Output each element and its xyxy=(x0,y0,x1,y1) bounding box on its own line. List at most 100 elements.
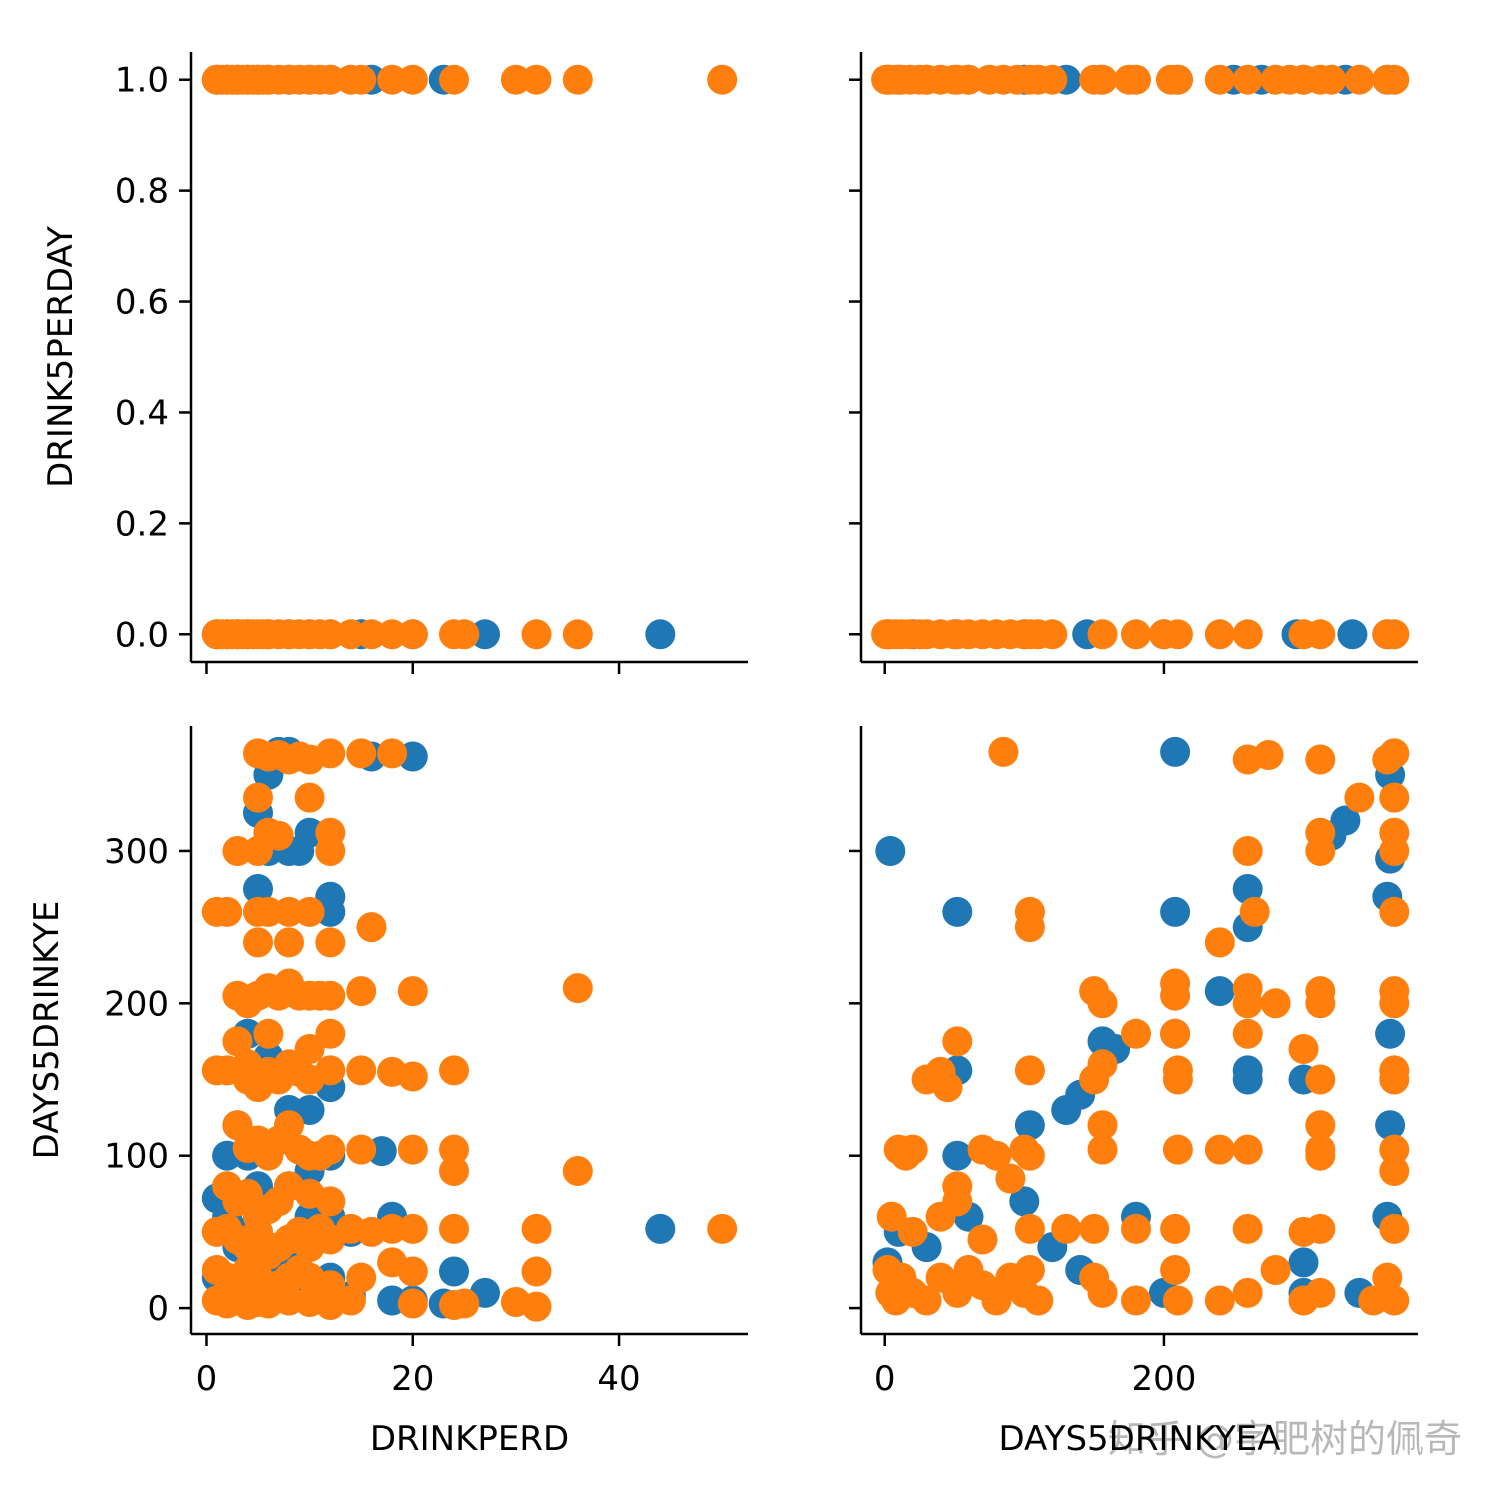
scatter-point-b xyxy=(377,738,408,769)
y-tick-label: 300 xyxy=(104,832,169,872)
scatter-point-b xyxy=(377,619,408,650)
scatter-point-b xyxy=(356,912,387,943)
scatter-point-b xyxy=(1253,740,1284,770)
scatter-point-b xyxy=(1087,1134,1118,1165)
scatter-point-a xyxy=(1204,976,1235,1007)
x-tick-label: 20 xyxy=(391,1359,434,1399)
scatter-point-b xyxy=(315,1018,346,1049)
scatter-point-b xyxy=(1121,64,1151,95)
scatter-point-b xyxy=(1288,1034,1319,1064)
scatter-point-b xyxy=(397,1213,428,1244)
scatter-point-b xyxy=(1087,64,1118,95)
scatter-point-b xyxy=(1014,912,1045,943)
scatter-point-b xyxy=(1260,988,1291,1019)
scatter-point-b xyxy=(876,1201,907,1232)
scatter-point-b xyxy=(1379,1064,1410,1095)
scatter-point-a xyxy=(439,1256,469,1287)
scatter-point-b xyxy=(1358,1285,1389,1316)
panel-1-1: 0 200 DAYS5DRINKYEA xyxy=(849,726,1418,1459)
scatter-point-b xyxy=(1014,1055,1045,1086)
scatter-point-b xyxy=(1305,988,1336,1019)
scatter-point-b xyxy=(1379,836,1410,866)
x-tick-label: 200 xyxy=(1131,1359,1196,1399)
scatter-point-b xyxy=(707,64,738,95)
scatter-point-b xyxy=(942,1026,973,1057)
scatter-point-b xyxy=(439,1134,469,1165)
scatter-point-b xyxy=(897,1134,928,1165)
scatter-point-b xyxy=(253,1018,284,1049)
scatter-point-b xyxy=(1023,1285,1054,1316)
scatter-point-a xyxy=(294,1095,325,1125)
scatter-point-b xyxy=(397,619,428,650)
scatter-point-b xyxy=(1121,619,1151,650)
scatter-point-b xyxy=(243,782,273,813)
scatter-point-b xyxy=(294,896,325,927)
scatter-point-b xyxy=(562,1156,593,1186)
scatter-point-a xyxy=(942,896,973,927)
scatter-point-b xyxy=(377,64,408,95)
scatter-point-a xyxy=(1288,1247,1319,1278)
scatter-point-b xyxy=(377,1213,408,1244)
scatter-point-b xyxy=(335,1285,366,1316)
scatter-point-b xyxy=(911,1285,942,1316)
scatter-point-b xyxy=(521,1291,552,1322)
scatter-point-b xyxy=(1232,1213,1263,1244)
scatter-point-b xyxy=(243,836,273,866)
scatter-point-b xyxy=(1344,782,1375,813)
scatter-point-b xyxy=(222,1110,253,1141)
scatter-point-b xyxy=(1232,619,1263,650)
scatter-point-b xyxy=(1160,1018,1191,1049)
scatter-point-a xyxy=(1014,1110,1045,1141)
y-axis-label: DRINK5PERDAY xyxy=(41,226,81,488)
scatter-point-b xyxy=(1232,1134,1263,1165)
scatter-point-b xyxy=(521,64,552,95)
scatter-point-b xyxy=(449,619,480,650)
scatter-point-a xyxy=(645,619,676,650)
scatter-point-b xyxy=(397,1288,428,1319)
scatter-point-b xyxy=(1162,64,1193,95)
scatter-point-a xyxy=(875,836,906,866)
scatter-point-b xyxy=(315,1134,346,1165)
scatter-point-b xyxy=(1014,1213,1045,1244)
scatter-point-b xyxy=(1379,1156,1410,1186)
scatter-point-b xyxy=(1087,619,1118,650)
scatter-point-b xyxy=(315,64,346,95)
scatter-point-a xyxy=(1375,1018,1406,1049)
scatter-point-b xyxy=(294,782,325,813)
y-tick-label: 0.6 xyxy=(115,283,169,323)
scatter-point-b xyxy=(1079,1213,1110,1244)
panel-0-1 xyxy=(849,52,1418,674)
scatter-point-b xyxy=(253,896,284,927)
scatter-point-b xyxy=(315,738,346,769)
points-group xyxy=(201,64,738,650)
y-tick-label: 0.0 xyxy=(115,615,169,655)
scatter-point-b xyxy=(1037,64,1068,95)
scatter-point-a xyxy=(1375,1110,1406,1141)
scatter-point-a xyxy=(1009,1186,1040,1217)
scatter-point-b xyxy=(1160,1255,1191,1285)
scatter-point-a xyxy=(294,817,325,848)
watermark-text: 知乎 @字肥树的佩奇 xyxy=(1108,1417,1462,1461)
scatter-point-b xyxy=(1160,1213,1191,1244)
scatter-point-b xyxy=(439,1156,469,1186)
scatter-point-b xyxy=(1014,1255,1045,1285)
scatter-point-b xyxy=(212,896,243,927)
panel-0-0: 0.0 0.2 0.4 0.6 0.8 1.0 DRINK5PERDAY xyxy=(41,52,748,674)
scatter-point-a xyxy=(1337,619,1368,650)
scatter-point-b xyxy=(1087,1049,1118,1080)
scatter-point-b xyxy=(942,1277,973,1308)
scatter-point-b xyxy=(315,836,346,866)
y-tick-label: 0.8 xyxy=(115,172,169,212)
scatter-point-b xyxy=(1204,1134,1235,1165)
y-tick-label: 200 xyxy=(104,984,169,1024)
scatter-point-b xyxy=(1305,1064,1336,1095)
scatter-point-b xyxy=(1204,1285,1235,1316)
scatter-point-b xyxy=(274,896,304,927)
points-group xyxy=(201,736,738,1322)
scatter-point-b xyxy=(449,1288,480,1319)
scatter-point-b xyxy=(981,1285,1012,1316)
scatter-point-a xyxy=(1232,1064,1263,1095)
scatter-point-b xyxy=(521,1213,552,1244)
scatter-point-b xyxy=(397,1061,428,1092)
scatter-point-b xyxy=(222,836,253,866)
